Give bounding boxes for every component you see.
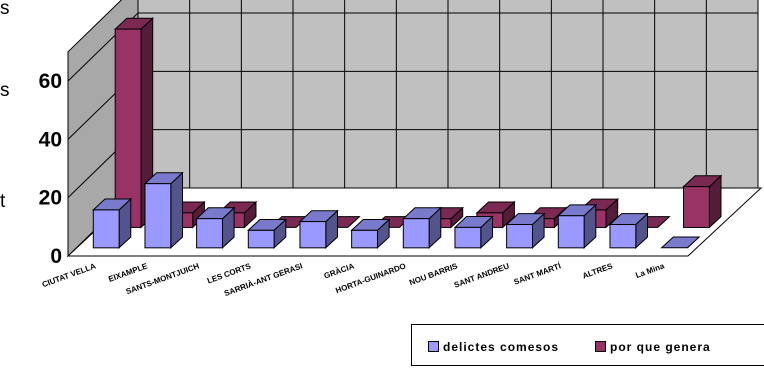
x-tick-label: GRÀCIA — [323, 261, 356, 280]
bar-delictes-5 — [350, 218, 391, 249]
bar-front — [196, 218, 223, 249]
bar-por-0 — [113, 17, 154, 229]
bar-delictes-8 — [505, 212, 546, 249]
bar-por-11 — [682, 174, 723, 229]
bar-delictes-4 — [298, 209, 339, 249]
y-tick-label: 20 — [39, 187, 62, 210]
bar-front — [506, 224, 533, 249]
clipped-text-3: t — [0, 191, 6, 212]
y-tick-label: 40 — [39, 128, 62, 151]
y-tick-label: 0 — [50, 245, 62, 268]
x-tick-label: ALTRES — [581, 261, 614, 280]
x-tick-label: SANT MARTÍ — [513, 261, 563, 287]
bar-delictes-11 — [660, 236, 701, 249]
bar-delictes-3 — [247, 218, 288, 249]
legend-item-delictes: delictes comesos — [428, 340, 559, 354]
legend-swatch-delictes — [428, 341, 439, 352]
bar-delictes-6 — [402, 206, 443, 249]
x-tick-label: NOU BARRIS — [408, 261, 459, 287]
legend-item-por: por que genera — [595, 340, 711, 354]
x-tick-label: SANT ANDREU — [453, 261, 511, 289]
x-tick-label: CIUTAT VELLA — [41, 261, 97, 289]
bar-front — [144, 183, 172, 249]
bar-delictes-0 — [92, 197, 133, 249]
bar-front — [247, 229, 275, 249]
clipped-text-1: s — [0, 0, 10, 19]
bar-front — [402, 218, 430, 249]
bar-series — [92, 17, 723, 249]
y-axis: 0 20 40 60 — [39, 70, 62, 268]
bar-delictes-7 — [453, 215, 494, 249]
legend: delictes comesos por que genera — [411, 324, 764, 366]
bar-front — [92, 209, 120, 249]
legend-label-por: por que genera — [610, 340, 711, 354]
bar-delictes-9 — [557, 203, 598, 249]
bar-delictes-10 — [608, 212, 649, 249]
legend-swatch-por — [595, 341, 606, 352]
bar-front — [454, 226, 482, 249]
y-tick-label: 60 — [39, 70, 62, 93]
bar-front — [683, 186, 710, 228]
bar-front — [557, 215, 585, 249]
x-tick-label: La Mina — [634, 261, 666, 280]
bar-front — [114, 28, 142, 228]
bar-delictes-2 — [195, 206, 236, 249]
bar-top — [660, 236, 701, 249]
bar-front — [609, 224, 637, 249]
bar-front — [351, 229, 378, 249]
clipped-text-2: s — [0, 80, 10, 101]
bar-front — [299, 221, 327, 249]
legend-label-delictes: delictes comesos — [443, 340, 560, 354]
bar-delictes-1 — [143, 171, 184, 249]
bar-side — [170, 171, 183, 249]
